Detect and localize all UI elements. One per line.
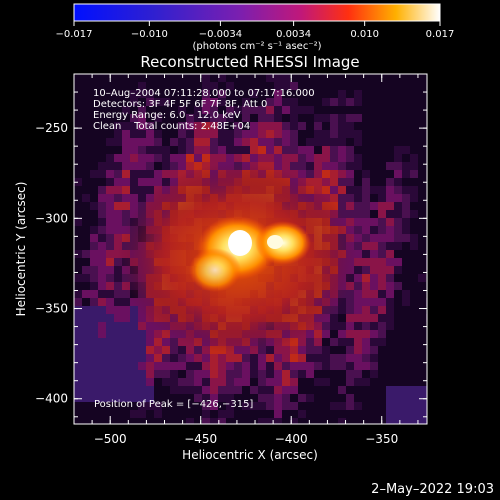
info-line-counts: Clean Total counts: 2.48E+04	[93, 121, 250, 132]
y-tick-label: −400	[35, 392, 68, 406]
image-title: Reconstructed RHESSI Image	[140, 53, 359, 71]
axis-ticks: −500 −450 −400 −350 −250 −300 −350 −400	[35, 74, 427, 446]
peak-spot	[228, 230, 252, 256]
info-line-energy: Energy Range: 6.0 – 12.0 keV	[93, 110, 241, 121]
colorbar-units: (photons cm⁻² s⁻¹ asec⁻²)	[192, 41, 321, 52]
info-line-time: 10–Aug–2004 07:11:28.000 to 07:17:16.000	[93, 88, 315, 99]
y-tick-label: −250	[35, 121, 68, 135]
colorbar-tick-label: 0.0034	[276, 29, 311, 40]
x-tick-label: −500	[94, 432, 127, 446]
x-tick-label: −350	[365, 432, 398, 446]
footer-date: 2–May–2022 19:03	[371, 482, 494, 497]
y-tick-label: −300	[35, 211, 68, 225]
y-tick-label: −350	[35, 302, 68, 316]
colorbar-ticks: −0.017 −0.010 −0.0034 0.0034 0.010 0.017	[55, 21, 454, 40]
info-block: 10–Aug–2004 07:11:28.000 to 07:17:16.000…	[93, 88, 315, 132]
colorbar-tick-label: −0.0034	[199, 29, 242, 40]
colorbar-tick-label: −0.017	[55, 29, 92, 40]
hxr-image	[74, 74, 427, 424]
x-tick-label: −450	[184, 432, 217, 446]
x-axis-label: Heliocentric X (arcsec)	[182, 448, 318, 462]
colorbar	[73, 3, 441, 22]
colorbar-tick-label: 0.010	[350, 29, 379, 40]
colorbar-tick-label: −0.010	[131, 29, 168, 40]
plot-frame	[73, 73, 428, 425]
y-axis-label: Heliocentric Y (arcsec)	[14, 182, 28, 317]
peak-position: Position of Peak = [−426,−315]	[94, 399, 253, 410]
x-tick-label: −400	[275, 432, 308, 446]
colorbar-tick-label: 0.017	[426, 29, 455, 40]
info-line-detectors: Detectors: 3F 4F 5F 6F 7F 8F, Att 0	[93, 99, 267, 110]
